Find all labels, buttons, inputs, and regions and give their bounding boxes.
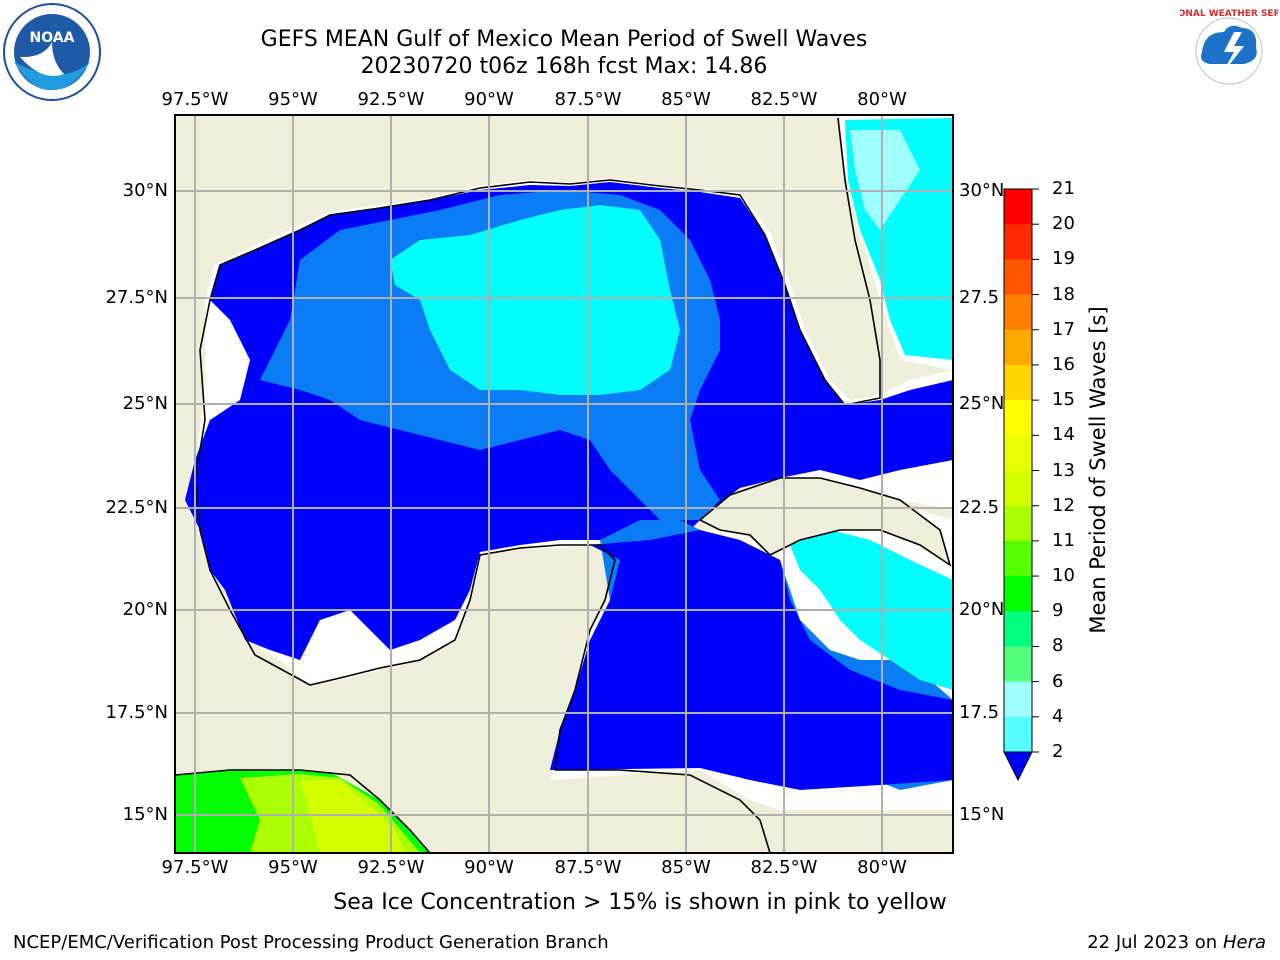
- lat-tick-right: 22.5: [959, 497, 1000, 518]
- colorbar-tick-label: 12: [1052, 494, 1075, 516]
- pacific-coastline: [175, 769, 431, 853]
- swell-2-4s-caribbean: [550, 530, 953, 790]
- colorbar-segment: [1004, 259, 1032, 296]
- lat-tick-right: 20°N: [959, 599, 1005, 620]
- lon-tick-bottom: 87.5°W: [554, 857, 622, 878]
- colorbar-tick-label: 20: [1052, 213, 1075, 235]
- lat-tick-left: 30°N: [122, 180, 168, 201]
- lat-tick-left: 22.5°N: [105, 497, 168, 518]
- colorbar-segment: [1004, 470, 1032, 507]
- lon-tick-top: 97.5°W: [161, 89, 229, 110]
- lon-tick-top: 95°W: [268, 89, 318, 110]
- lon-tick-bottom: 85°W: [661, 857, 711, 878]
- lon-tick-top: 87.5°W: [554, 89, 622, 110]
- noaa-logo: NOAA: [3, 3, 101, 101]
- nws-logo-text: NATIONAL WEATHER SERVICE: [1180, 9, 1278, 19]
- credit-text: NCEP/EMC/Verification Post Processing Pr…: [13, 932, 609, 953]
- colorbar-segment: [1004, 646, 1032, 683]
- swell-8-9s-atlantic: [850, 130, 920, 230]
- colorbar-extend-arrow: [1003, 751, 1033, 782]
- lon-tick-bottom: 82.5°W: [750, 857, 818, 878]
- lat-tick-left: 25°N: [122, 393, 168, 414]
- colorbar-segment: [1004, 364, 1032, 401]
- colorbar-segment: [1004, 681, 1032, 718]
- chart-subtitle: 20230720 t06z 168h fcst Max: 14.86: [360, 54, 768, 79]
- lon-tick-bottom: 80°W: [857, 857, 907, 878]
- lat-tick-left: 15°N: [122, 804, 168, 825]
- colorbar-tick-label: 8: [1052, 635, 1064, 657]
- lon-tick-top: 90°W: [464, 89, 514, 110]
- colorbar-tick-label: 11: [1052, 529, 1075, 551]
- colorbar-segment: [1004, 611, 1032, 647]
- pacific-patch-yellowgreen: [300, 780, 405, 853]
- colorbar-tick-label: 16: [1052, 353, 1075, 375]
- colorbar-tick-label: 13: [1052, 459, 1075, 481]
- colorbar-segment: [1004, 540, 1032, 577]
- lon-tick-top: 85°W: [661, 89, 711, 110]
- lat-tick-right: 15°N: [959, 804, 1005, 825]
- colorbar-segment: [1004, 189, 1032, 225]
- colorbar-tick-label: 18: [1052, 283, 1075, 305]
- colorbar-tick-label: 19: [1052, 248, 1075, 270]
- central-america-coastline: [555, 769, 771, 853]
- lat-tick-left: 27.5°N: [105, 287, 168, 308]
- lat-tick-left: 17.5°N: [105, 702, 168, 723]
- colorbar-tick-label: 15: [1052, 389, 1075, 411]
- colorbar-segment: [1004, 294, 1032, 331]
- noaa-logo-text: NOAA: [30, 30, 75, 46]
- lon-tick-bottom: 90°W: [464, 857, 514, 878]
- colorbar-tick-label: 21: [1052, 178, 1075, 199]
- cuba-coastline: [698, 477, 952, 567]
- lat-tick-right: 17.5: [959, 702, 1000, 723]
- colorbar-segment: [1004, 576, 1032, 612]
- colorbar-tick-label: 4: [1052, 705, 1064, 727]
- lat-tick-right: 27.5: [959, 287, 1000, 308]
- colorbar-tick-label: 10: [1052, 565, 1075, 587]
- lat-tick-right: 25°N: [959, 393, 1005, 414]
- colorbar-label: Mean Period of Swell Waves [s]: [1086, 306, 1110, 634]
- colorbar-tick-label: 9: [1052, 600, 1064, 622]
- lon-tick-top: 92.5°W: [357, 89, 425, 110]
- swell-6-8s-gulf: [390, 205, 680, 395]
- gridlines: [175, 115, 953, 853]
- footnote: Sea Ice Concentration > 15% is shown in …: [333, 890, 947, 915]
- colorbar-segment: [1004, 435, 1032, 471]
- colorbar-segment: [1004, 224, 1032, 260]
- colorbar-segment: [1004, 505, 1032, 542]
- lon-tick-bottom: 92.5°W: [357, 857, 425, 878]
- florida-coastline: [837, 117, 881, 406]
- lat-tick-left: 20°N: [122, 599, 168, 620]
- colorbar-segment: [1004, 716, 1032, 753]
- colorbar-tick-label: 2: [1052, 741, 1064, 762]
- lon-tick-bottom: 95°W: [268, 857, 318, 878]
- colorbar: [1003, 188, 1039, 782]
- chart-title: GEFS MEAN Gulf of Mexico Mean Period of …: [260, 27, 868, 52]
- colorbar-tick-label: 6: [1052, 670, 1064, 692]
- colorbar-segment: [1004, 329, 1032, 366]
- map-area: [175, 115, 953, 853]
- lon-tick-top: 82.5°W: [750, 89, 818, 110]
- lon-tick-top: 80°W: [857, 89, 907, 110]
- lon-tick-bottom: 97.5°W: [161, 857, 229, 878]
- colorbar-tick-label: 17: [1052, 318, 1075, 340]
- mexico-coastline: [194, 299, 616, 771]
- colorbar-tick-label: 14: [1052, 424, 1075, 446]
- map-frame: [174, 114, 954, 854]
- date-host: 22 Jul 2023 on Hera: [1087, 932, 1266, 953]
- run-date: 22 Jul 2023 on: [1087, 932, 1223, 953]
- nws-logo: NATIONAL WEATHER SERVICE: [1180, 4, 1278, 98]
- lat-tick-right: 30°N: [959, 180, 1005, 201]
- colorbar-segment: [1004, 400, 1032, 436]
- host-name: Hera: [1222, 932, 1266, 953]
